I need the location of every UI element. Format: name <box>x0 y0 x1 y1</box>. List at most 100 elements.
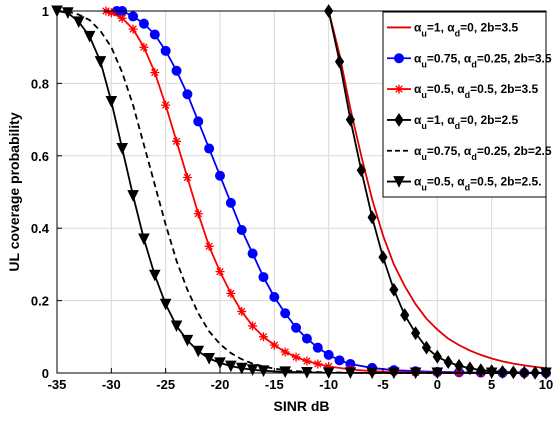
data-point <box>83 30 96 43</box>
data-point <box>117 13 127 23</box>
legend-box <box>382 11 547 198</box>
data-point <box>334 54 345 69</box>
data-point <box>161 100 171 110</box>
data-point <box>192 345 205 358</box>
data-point <box>72 16 85 28</box>
legend-entry: αu=0.5, αd=0.5, 2b=3.5 <box>387 82 539 100</box>
y-axis-label: UL coverage probability <box>6 112 22 271</box>
data-point <box>159 298 172 311</box>
x-tick-label: 10 <box>539 377 553 392</box>
axis-ticks: -35 -30 -25 -20 -15 -10 -5 0 5 10 0 0.2 0.4 0.6 0.8 1 <box>31 4 553 392</box>
legend-label: αu=0.5, αd=0.5, 2b=2.5. <box>414 175 542 193</box>
x-axis-label: SINR dB <box>274 398 330 414</box>
x-tick-label: 5 <box>488 377 495 392</box>
data-point <box>225 197 236 208</box>
legend-entry: αu=0.5, αd=0.5, 2b=2.5. <box>387 175 542 193</box>
data-point <box>291 322 302 333</box>
data-point <box>225 360 237 373</box>
data-point <box>182 89 193 100</box>
data-point <box>128 11 139 22</box>
data-point <box>138 18 149 29</box>
data-point <box>182 173 192 183</box>
data-point <box>149 29 160 40</box>
data-point <box>170 320 183 333</box>
data-point <box>378 250 388 265</box>
y-tick-label: 0.6 <box>31 149 49 164</box>
data-point <box>421 340 432 355</box>
data-point <box>323 349 334 360</box>
x-tick-label: -35 <box>48 377 67 392</box>
legend-marker <box>394 84 404 94</box>
data-point <box>280 308 291 319</box>
y-tick-label: 0.4 <box>31 221 50 236</box>
legend-marker <box>394 113 404 127</box>
data-point <box>105 96 118 108</box>
data-point <box>400 308 410 322</box>
data-point <box>345 112 356 127</box>
y-tick-label: 1 <box>42 4 49 19</box>
data-point <box>106 8 116 18</box>
data-point <box>312 342 323 353</box>
data-point <box>324 361 334 371</box>
data-point <box>258 332 268 342</box>
legend-marker <box>394 53 404 64</box>
data-point <box>334 355 345 366</box>
data-point <box>257 365 270 377</box>
legend-label: αu=0.75, αd=0.25, 2b=3.5 <box>414 51 552 69</box>
data-point <box>237 306 247 316</box>
y-tick-label: 0.2 <box>31 294 49 309</box>
y-tick-label: 0.8 <box>31 76 49 91</box>
data-point <box>432 349 442 364</box>
data-point <box>128 24 138 34</box>
data-point <box>139 42 149 52</box>
data-point <box>236 225 247 236</box>
legend-entry: αu=1, αd=0, 2b=3.5 <box>387 20 519 38</box>
data-point <box>269 291 280 302</box>
data-point <box>181 334 194 347</box>
data-point <box>138 233 150 246</box>
legend-entry: αu=1, αd=0, 2b=2.5 <box>387 113 519 131</box>
data-point <box>215 267 225 277</box>
x-tick-label: -5 <box>377 377 389 392</box>
x-tick-label: -15 <box>265 377 284 392</box>
data-point <box>160 45 171 56</box>
data-point <box>226 288 236 298</box>
data-point <box>367 210 377 225</box>
data-point <box>356 163 366 178</box>
data-point <box>269 340 279 350</box>
data-point <box>258 272 269 283</box>
legend-label: αu=0.5, αd=0.5, 2b=3.5 <box>414 82 539 100</box>
legend-label: αu=1, αd=0, 2b=3.5 <box>414 20 519 38</box>
x-tick-label: -30 <box>102 377 121 392</box>
data-point <box>246 364 259 376</box>
data-point <box>214 357 226 369</box>
legend-entry: αu=0.75, αd=0.25, 2b=3.5 <box>387 51 552 69</box>
data-point <box>203 353 215 365</box>
legend-marker <box>393 176 405 188</box>
data-point <box>215 170 225 181</box>
data-point <box>497 365 508 379</box>
data-point <box>302 356 312 366</box>
data-point <box>454 358 464 373</box>
data-point <box>410 326 421 341</box>
data-point <box>62 7 74 19</box>
data-point <box>171 65 182 76</box>
data-point <box>280 347 290 357</box>
data-point <box>193 209 203 219</box>
data-point <box>204 241 214 251</box>
data-point <box>301 366 313 379</box>
data-point <box>94 56 107 68</box>
data-point <box>443 355 453 370</box>
x-tick-label: 0 <box>434 377 441 392</box>
data-point <box>193 116 204 127</box>
data-point <box>172 136 182 146</box>
data-point <box>313 359 323 369</box>
data-point <box>116 143 129 155</box>
legend-label: αu=0.75, αd=0.25, 2b=2.5 <box>414 144 552 162</box>
data-point <box>150 68 160 78</box>
data-point <box>248 321 258 331</box>
data-point <box>291 352 301 362</box>
legend-label: αu=1, αd=0, 2b=2.5 <box>414 113 519 131</box>
data-point <box>247 248 258 259</box>
